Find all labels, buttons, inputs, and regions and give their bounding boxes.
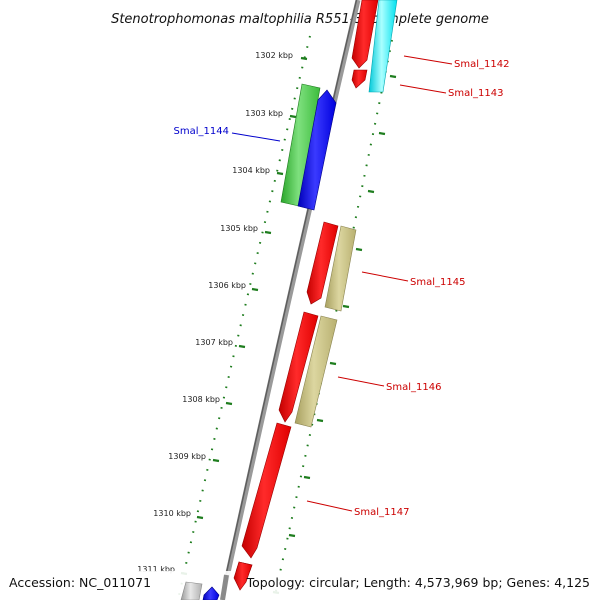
tick-label: 1311 kbp xyxy=(137,565,175,574)
genome-backbone xyxy=(219,0,361,600)
gene-leaders xyxy=(231,55,453,512)
tick-label: 1306 kbp xyxy=(208,281,246,290)
gene-smal-1142[interactable] xyxy=(351,0,379,89)
tick-label: 1308 kbp xyxy=(182,395,220,404)
tick-label: 1304 kbp xyxy=(232,166,270,175)
gene-label-smal-1146[interactable]: Smal_1146 xyxy=(386,382,441,393)
footer-bg xyxy=(0,571,600,600)
tick-label: 1309 kbp xyxy=(168,452,206,461)
footer-overlay-genes xyxy=(180,561,253,600)
gene-smal-1143[interactable] xyxy=(368,0,398,93)
gene-label-smal-1147[interactable]: Smal_1147 xyxy=(354,507,409,518)
accession-text: Accession: NC_011071 xyxy=(9,575,151,590)
gene-smal-1144[interactable] xyxy=(280,83,337,211)
gene-label-smal-1144[interactable]: Smal_1144 xyxy=(174,126,229,137)
gene-smal-1146[interactable] xyxy=(278,311,338,428)
tick-track-left xyxy=(177,35,311,600)
map-title: Stenotrophomonas maltophilia R551-3, com… xyxy=(111,12,489,27)
gene-label-smal-1143[interactable]: Smal_1143 xyxy=(448,88,503,99)
gene-label-smal-1145[interactable]: Smal_1145 xyxy=(410,277,465,288)
tick-label: 1305 kbp xyxy=(220,224,258,233)
tick-label: 1310 kbp xyxy=(153,509,191,518)
gene-label-smal-1142[interactable]: Smal_1142 xyxy=(454,59,509,70)
tick-label: 1307 kbp xyxy=(195,338,233,347)
genome-backbone-shade xyxy=(219,0,358,600)
topology-summary: Topology: circular; Length: 4,573,969 bp… xyxy=(246,575,590,590)
gene-smal-1145[interactable] xyxy=(306,221,357,312)
tick-label: 1302 kbp xyxy=(255,51,293,60)
tick-label: 1303 kbp xyxy=(245,109,283,118)
tick-labels: 1302 kbp 1303 kbp 1304 kbp 1305 kbp 1306… xyxy=(137,51,293,574)
